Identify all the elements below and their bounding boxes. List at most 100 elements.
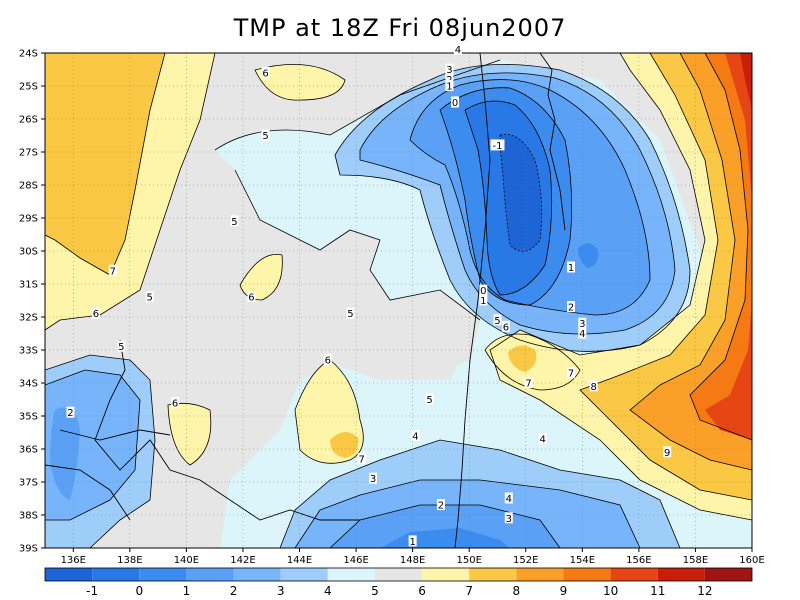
- colorbar-swatch: [92, 568, 140, 581]
- contour-label: 4: [412, 431, 418, 442]
- contour-label-bg: [91, 307, 100, 319]
- lon-tick-label: 144E: [287, 555, 312, 566]
- contour-label-bg: [369, 472, 378, 484]
- contour-label: 2: [67, 408, 73, 419]
- contour-label-bg: [261, 129, 270, 141]
- contour-label: 1: [446, 82, 452, 93]
- sw-cold-2: [50, 407, 80, 500]
- lon-tick-label: 140E: [174, 555, 199, 566]
- nw-warm-orange: [45, 53, 165, 275]
- contour-label: 6: [325, 355, 331, 366]
- contour-label: 1: [480, 296, 486, 307]
- contour-label: 6: [93, 309, 99, 320]
- south-cold-2: [330, 505, 560, 548]
- lon-tick-label: 142E: [230, 555, 255, 566]
- lat-tick-label: 26S: [19, 115, 38, 126]
- colorbar-label: 4: [324, 584, 332, 598]
- colorbar-frame: [44, 567, 753, 582]
- contour-label-bg: [408, 535, 417, 547]
- contour-label: 3: [579, 319, 585, 330]
- grey-mid: [290, 295, 470, 380]
- contour-label: 6: [248, 293, 254, 304]
- contour-label-bg: [108, 264, 117, 276]
- lon-tick-label: 146E: [343, 555, 368, 566]
- contour-label-bg: [567, 261, 576, 273]
- lon-tick-label: 160E: [739, 555, 764, 566]
- colorbar-swatch: [469, 568, 517, 581]
- lon-tick-label: 152E: [513, 555, 538, 566]
- colorbar-label: 9: [560, 584, 568, 598]
- contour-label-bg: [453, 43, 462, 55]
- contour-label: 7: [568, 369, 574, 380]
- colorbar-label: 1: [183, 584, 191, 598]
- colorbar-swatch: [45, 568, 93, 581]
- contour-label: -1: [492, 141, 502, 152]
- coastal-orange: [508, 345, 537, 372]
- contour-label: 5: [118, 342, 124, 353]
- lon-tick-label: 148E: [400, 555, 425, 566]
- lat-tick-label: 27S: [19, 148, 38, 159]
- plot-frame: [44, 52, 753, 549]
- lon-tick-label: 136E: [61, 555, 86, 566]
- lon-tick-label: 150E: [456, 555, 481, 566]
- contour-label: 4: [579, 329, 585, 340]
- contour-label-bg: [538, 433, 547, 445]
- contour-label-bg: [490, 139, 505, 151]
- latitude-axis: 24S 25S 26S 27S 28S 29S 30S 31S 32S 33S 34S 35S 36S 3…: [19, 49, 45, 555]
- contour-label-bg: [504, 492, 513, 504]
- contour-label-bg: [117, 340, 126, 352]
- colorbar-swatch: [280, 568, 328, 581]
- contour-label-bg: [479, 294, 488, 306]
- contour-label-bg: [445, 63, 454, 75]
- contour-label-bg: [451, 96, 460, 108]
- lon-tick-label: 158E: [683, 555, 708, 566]
- contour-label: 5: [262, 131, 268, 142]
- east-warm-12: [740, 53, 752, 110]
- contour-label: 4: [540, 435, 546, 446]
- contour-label-bg: [436, 499, 445, 511]
- longitude-axis: 136E 138E 140E 142E 144E 146E 148E 150E 152E 154E…: [61, 548, 765, 566]
- colorbar-swatch: [657, 568, 705, 581]
- lat-tick-label: 36S: [19, 445, 38, 456]
- lat-tick-label: 31S: [19, 280, 38, 291]
- contour-label: 5: [231, 217, 237, 228]
- contour-label-bg: [501, 320, 510, 332]
- colorbar-swatch: [139, 568, 187, 581]
- lat-tick-label: 35S: [19, 412, 38, 423]
- lat-tick-label: 29S: [19, 214, 38, 225]
- colorbar-label: 2: [230, 584, 238, 598]
- contour-label: 7: [359, 454, 365, 465]
- colorbar-swatch: [704, 568, 752, 581]
- colorbar-label: 0: [135, 584, 143, 598]
- contour-label: 9: [664, 448, 670, 459]
- contour-label-bg: [663, 446, 672, 458]
- contour-label-bg: [247, 291, 256, 303]
- lon-tick-label: 156E: [626, 555, 651, 566]
- contour-label: 4: [506, 494, 512, 505]
- contour-label: 2: [438, 501, 444, 512]
- contour-lines: [45, 53, 752, 548]
- contour-label-bg: [567, 367, 576, 379]
- contour-label: 3: [506, 514, 512, 525]
- contour-label-bg: [323, 353, 332, 365]
- low-minus1: [500, 134, 542, 252]
- colorbar-label: 10: [603, 584, 618, 598]
- contour-label-bg: [479, 284, 488, 296]
- lon-tick-label: 154E: [570, 555, 595, 566]
- contour-label-bg: [589, 380, 598, 392]
- contour-label: 6: [503, 322, 509, 333]
- colorbar-swatch: [233, 568, 281, 581]
- lat-tick-label: 38S: [19, 511, 38, 522]
- contour-label: 4: [455, 45, 461, 56]
- contour-label-bg: [357, 452, 366, 464]
- contour-label-bg: [425, 393, 434, 405]
- contour-label-bg: [504, 512, 513, 524]
- map-title: TMP at 18Z Fri 08jun2007: [233, 14, 567, 42]
- contour-label-bg: [261, 66, 270, 78]
- colorbar-swatch: [422, 568, 470, 581]
- colorbar-label: 5: [371, 584, 379, 598]
- small-yellow-north: [240, 254, 283, 300]
- central-yellow-west: [168, 403, 211, 465]
